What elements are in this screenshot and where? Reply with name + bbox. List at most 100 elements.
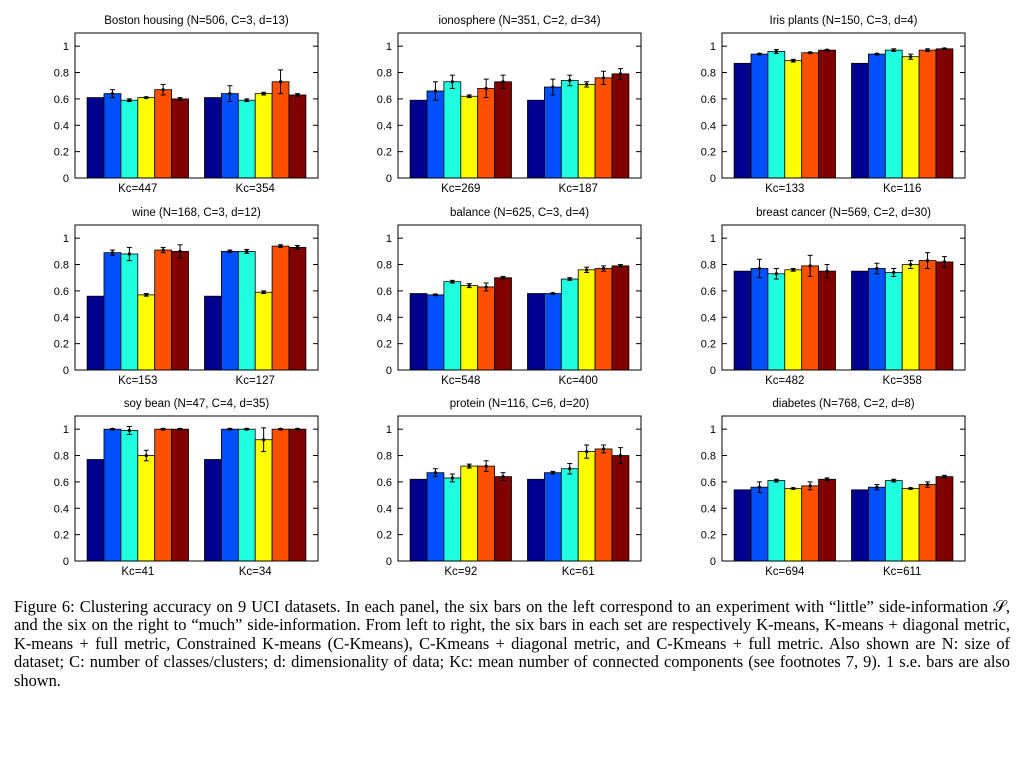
mean-marker <box>568 78 572 83</box>
mean-marker <box>585 268 589 272</box>
mean-marker <box>875 485 879 489</box>
mean-marker <box>568 467 572 471</box>
mean-marker <box>601 447 606 451</box>
mean-marker <box>178 97 182 101</box>
bar <box>935 476 954 562</box>
bar <box>611 265 630 371</box>
bar <box>733 62 752 179</box>
mean-marker <box>791 268 795 272</box>
bar <box>818 478 836 562</box>
bar <box>237 428 256 562</box>
bar <box>918 49 937 179</box>
y-tick-label: 0.8 <box>701 451 716 463</box>
bar <box>818 270 836 371</box>
bar <box>767 273 786 371</box>
bar <box>409 99 428 179</box>
bar <box>544 472 562 562</box>
bar <box>733 489 752 562</box>
mean-marker <box>295 427 300 431</box>
mean-marker <box>501 276 505 280</box>
mean-marker <box>484 464 488 468</box>
y-tick-label: 0.2 <box>701 530 716 542</box>
chart-panel-8: protein (N=116, C=6, d=20) 0 0.2 0.4 0.6 0.8 1… <box>377 398 642 578</box>
bar <box>544 293 562 371</box>
plot-frame <box>397 415 642 562</box>
bar <box>767 480 786 562</box>
y-tick-label: 0.8 <box>54 260 69 272</box>
y-tick-label: 0.2 <box>701 339 716 351</box>
y-tick-label: 0.2 <box>701 147 716 159</box>
y-tick-label: 0 <box>63 556 69 568</box>
bar <box>494 476 512 562</box>
mean-marker <box>568 277 572 281</box>
y-tick-label: 0.8 <box>377 260 392 272</box>
bar <box>120 99 139 179</box>
y-tick-label: 0.2 <box>54 339 69 351</box>
bar <box>935 48 954 179</box>
mean-marker <box>484 86 488 90</box>
mean-marker <box>278 80 283 84</box>
y-tick-label: 0.8 <box>377 68 392 80</box>
bar <box>271 428 290 562</box>
plot-frame <box>721 224 966 371</box>
bar <box>594 77 613 179</box>
figure-charts: Boston housing (N=506, C=3, d=13) 0 0.2 0.4… <box>54 15 966 578</box>
bar <box>204 459 222 562</box>
y-tick-label: 1 <box>710 424 716 436</box>
y-tick-label: 1 <box>63 41 69 53</box>
bar <box>527 293 545 371</box>
mean-marker <box>808 484 812 488</box>
bar <box>750 486 769 562</box>
category-label: Kc=34 <box>239 566 273 578</box>
y-tick-label: 0.2 <box>377 147 392 159</box>
bar <box>103 93 122 179</box>
bar <box>254 93 273 179</box>
bar <box>901 488 920 562</box>
bar <box>103 428 122 562</box>
mean-marker <box>618 264 623 268</box>
bar <box>460 95 479 179</box>
bar <box>460 285 479 371</box>
plot-frame <box>74 415 319 562</box>
mean-marker <box>925 48 930 52</box>
mean-marker <box>295 93 300 97</box>
chart-title: soy bean (N=47, C=4, d=35) <box>124 398 270 410</box>
mean-marker <box>875 52 879 56</box>
chart-title: wine (N=168, C=3, d=12) <box>131 207 261 219</box>
bar <box>611 455 630 562</box>
chart-panel-9: diabetes (N=768, C=2, d=8) 0 0.2 0.4 0.6 0.8 1… <box>701 398 966 578</box>
y-tick-label: 0.4 <box>701 312 716 324</box>
mean-marker <box>228 427 232 431</box>
bar <box>868 486 886 562</box>
mean-marker <box>450 476 454 480</box>
mean-marker <box>618 453 623 458</box>
mean-marker <box>925 482 930 487</box>
category-label: Kc=269 <box>441 183 480 195</box>
mean-marker <box>757 485 762 489</box>
mean-marker <box>601 266 606 271</box>
mean-marker <box>110 427 115 431</box>
mean-marker <box>892 270 896 275</box>
mean-marker <box>262 290 266 294</box>
y-tick-label: 0 <box>710 365 716 377</box>
bar <box>137 97 156 179</box>
mean-marker <box>925 258 930 263</box>
mean-marker <box>875 266 879 271</box>
y-tick-label: 0.2 <box>54 147 69 159</box>
bar <box>784 60 803 179</box>
y-tick-label: 0.2 <box>377 339 392 351</box>
bar <box>801 52 820 179</box>
chart-panel-5: balance (N=625, C=3, d=4) 0 0.2 0.4 0.6 0.8 1 K… <box>377 207 642 387</box>
y-tick-label: 0.6 <box>377 477 392 489</box>
bar <box>851 270 869 371</box>
y-tick-label: 0 <box>710 556 716 568</box>
y-tick-label: 0.4 <box>54 503 69 515</box>
bar <box>288 94 307 179</box>
mean-marker <box>127 428 131 433</box>
category-label: Kc=41 <box>121 566 154 578</box>
mean-marker <box>585 449 589 454</box>
mean-marker <box>262 92 266 96</box>
mean-marker <box>825 48 829 52</box>
category-label: Kc=116 <box>883 183 921 195</box>
y-tick-label: 0 <box>386 556 392 568</box>
